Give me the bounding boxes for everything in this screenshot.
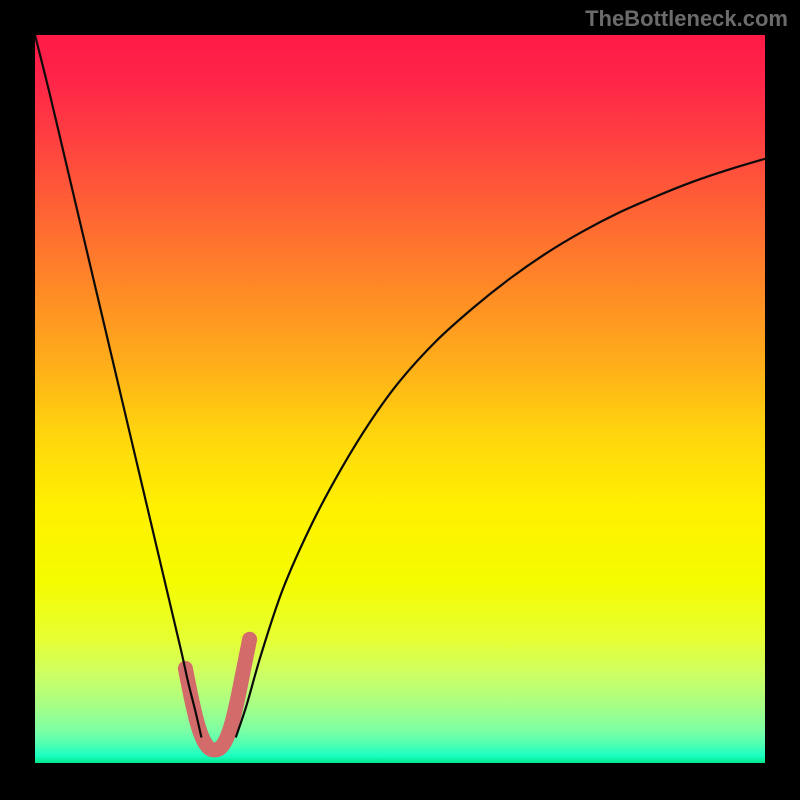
gradient-background bbox=[35, 35, 765, 763]
chart-svg bbox=[35, 35, 765, 763]
plot-area bbox=[35, 35, 765, 763]
watermark: TheBottleneck.com bbox=[585, 6, 788, 32]
